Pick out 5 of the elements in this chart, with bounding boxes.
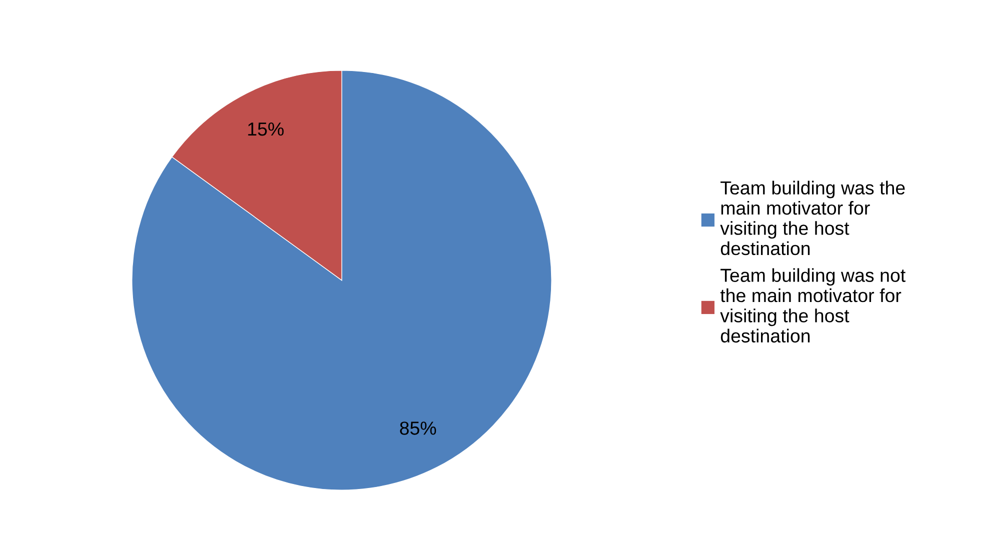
pie-slice xyxy=(132,70,552,490)
legend-label: Team building was the main motivator for visiting the host destination xyxy=(720,180,905,256)
legend-label: Team building was not the main motivator for visiting the host destination xyxy=(720,268,906,343)
data-label: 85% xyxy=(400,422,436,435)
data-label: 15% xyxy=(248,122,284,136)
